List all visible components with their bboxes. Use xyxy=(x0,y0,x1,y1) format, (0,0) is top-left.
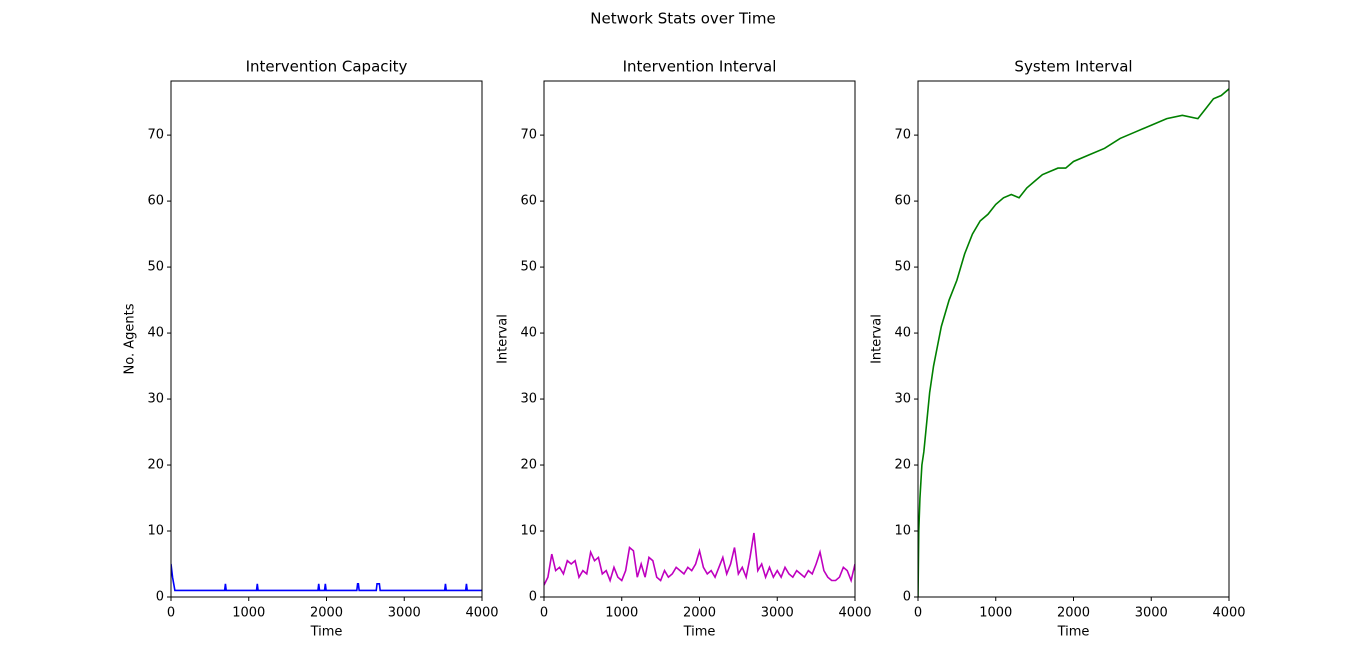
data-line xyxy=(918,88,1229,597)
x-tick-label: 1000 xyxy=(232,606,265,621)
x-tick-label: 0 xyxy=(540,606,548,621)
axes-frame xyxy=(170,80,483,598)
y-tick-label: 50 xyxy=(894,260,911,275)
x-axis-label: Time xyxy=(310,625,343,640)
subplot: Intervention Interval 0 1000 2000 3000 4000 0 1… xyxy=(496,58,872,640)
y-axis-label: No. Agents xyxy=(123,303,138,374)
y-tick-label: 30 xyxy=(520,392,537,407)
x-tick-label: 3000 xyxy=(761,606,794,621)
subplot: System Interval 0 1000 2000 3000 4000 0 10 20 30 4… xyxy=(870,58,1246,640)
x-tick-label: 2000 xyxy=(683,606,716,621)
x-axis-label: Time xyxy=(1057,625,1090,640)
y-tick-label: 30 xyxy=(147,392,164,407)
x-tick-label: 4000 xyxy=(1212,606,1245,621)
y-tick-label: 20 xyxy=(894,458,911,473)
data-line xyxy=(544,532,855,586)
x-tick-label: 1000 xyxy=(605,606,638,621)
x-tick-label: 3000 xyxy=(1135,606,1168,621)
x-tick-label: 0 xyxy=(914,606,922,621)
x-tick-label: 1000 xyxy=(979,606,1012,621)
y-tick-label: 10 xyxy=(520,524,537,539)
y-tick-label: 20 xyxy=(147,458,164,473)
y-tick-label: 50 xyxy=(520,260,537,275)
y-tick-label: 70 xyxy=(520,128,537,143)
x-tick-label: 2000 xyxy=(1057,606,1090,621)
y-tick-label: 0 xyxy=(156,590,164,605)
x-tick-label: 3000 xyxy=(388,606,421,621)
x-tick-label: 4000 xyxy=(465,606,498,621)
axes-title: Intervention Capacity xyxy=(246,58,408,76)
y-tick-label: 0 xyxy=(529,590,537,605)
axes-frame xyxy=(543,80,856,598)
y-tick-label: 10 xyxy=(894,524,911,539)
y-tick-label: 40 xyxy=(520,326,537,341)
x-tick-label: 4000 xyxy=(838,606,871,621)
y-tick-label: 60 xyxy=(520,194,537,209)
x-axis-label: Time xyxy=(683,625,716,640)
figure-title: Network Stats over Time xyxy=(590,10,775,28)
y-tick-label: 20 xyxy=(520,458,537,473)
y-tick-label: 50 xyxy=(147,260,164,275)
x-tick-label: 2000 xyxy=(310,606,343,621)
y-axis-label: Interval xyxy=(496,314,511,364)
data-line xyxy=(171,563,482,592)
y-tick-label: 70 xyxy=(894,128,911,143)
y-tick-label: 10 xyxy=(147,524,164,539)
subplot: Intervention Capacity 0 1000 2000 3000 4000 0 1… xyxy=(123,58,499,640)
y-tick-label: 60 xyxy=(147,194,164,209)
y-tick-label: 60 xyxy=(894,194,911,209)
axes-frame xyxy=(917,80,1230,598)
y-tick-label: 40 xyxy=(894,326,911,341)
axes-title: System Interval xyxy=(1014,58,1132,76)
y-tick-label: 30 xyxy=(894,392,911,407)
x-tick-label: 0 xyxy=(167,606,175,621)
y-tick-label: 0 xyxy=(903,590,911,605)
y-tick-label: 40 xyxy=(147,326,164,341)
axes-title: Intervention Interval xyxy=(623,58,777,76)
y-tick-label: 70 xyxy=(147,128,164,143)
y-axis-label: Interval xyxy=(870,314,885,364)
